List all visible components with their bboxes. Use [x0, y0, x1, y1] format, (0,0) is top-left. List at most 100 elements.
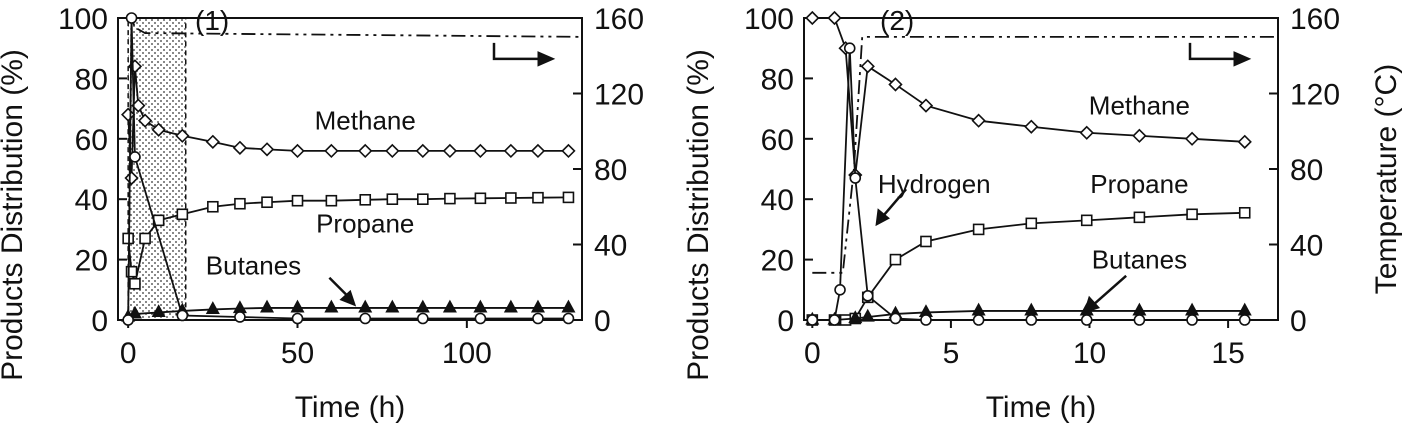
data-point-propane — [291, 194, 304, 207]
data-point-hydrogen — [122, 314, 134, 326]
x-tick-label: 0 — [120, 337, 137, 370]
data-point-methane — [827, 10, 842, 26]
data-point-hydrogen — [806, 314, 819, 326]
temperature-arrowhead — [537, 51, 556, 67]
data-point-propane — [234, 197, 246, 210]
data-point-methane — [1132, 128, 1147, 143]
data-point-methane — [358, 143, 373, 159]
data-point-hydrogen — [828, 314, 841, 326]
data-point-butanes — [324, 299, 339, 313]
data-point-propane — [1186, 208, 1198, 221]
data-point-methane — [385, 143, 400, 159]
data-point-butanes — [860, 308, 875, 322]
data-point-butanes — [260, 299, 275, 313]
data-point-methane — [442, 143, 458, 159]
series-label-propane: Propane — [1090, 169, 1188, 199]
data-point-propane — [261, 196, 273, 209]
x-tick-label: 0 — [804, 337, 821, 370]
butanes-pointer-head — [1083, 295, 1101, 314]
data-point-methane — [151, 122, 166, 137]
y2-tick-label: 80 — [1290, 154, 1323, 187]
y2-tick-label: 0 — [1290, 305, 1307, 338]
data-point-hydrogen — [176, 309, 189, 322]
data-point-propane — [1238, 206, 1251, 219]
data-point-methane — [503, 143, 519, 159]
data-point-methane — [124, 170, 139, 186]
data-point-propane — [474, 192, 487, 205]
y2-tick-label: 40 — [1290, 230, 1323, 263]
series-line-hydrogen — [812, 48, 1245, 321]
x-axis-title: Time (h) — [986, 391, 1097, 424]
series-label-methane: Methane — [1089, 91, 1190, 121]
y2-tick-label: 120 — [1290, 79, 1340, 112]
y-axis-title: Products Distribution (%) — [0, 49, 29, 381]
data-point-butanes — [385, 299, 400, 313]
y2-tick-label: 80 — [594, 154, 627, 187]
y-tick-label: 60 — [761, 124, 794, 157]
data-point-methane — [473, 143, 488, 159]
hydrogen-pointer-head — [875, 208, 890, 227]
data-point-methane — [860, 59, 875, 74]
data-point-butanes — [473, 299, 488, 313]
data-point-propane — [417, 193, 429, 205]
data-point-butanes — [561, 299, 576, 313]
data-point-butanes — [415, 299, 430, 313]
data-point-methane — [205, 134, 220, 149]
data-point-hydrogen — [920, 314, 932, 326]
data-point-propane — [139, 232, 151, 245]
data-point-propane — [444, 192, 456, 205]
data-point-methane — [1024, 119, 1039, 134]
butanes-pointer-head — [339, 289, 357, 307]
data-point-methane — [1079, 125, 1094, 140]
data-point-butanes — [290, 299, 305, 313]
data-point-propane — [1133, 211, 1146, 224]
data-point-methane — [415, 143, 430, 159]
data-point-propane — [325, 194, 338, 207]
data-point-propane — [207, 200, 219, 213]
y-tick-label: 60 — [75, 124, 108, 157]
data-point-hydrogen — [359, 312, 372, 325]
data-point-methane — [1184, 131, 1200, 146]
data-point-propane — [889, 253, 902, 266]
data-point-methane — [561, 143, 576, 159]
x-tick-label: 10 — [1073, 337, 1106, 370]
data-point-methane — [137, 113, 153, 128]
data-point-butanes — [503, 299, 518, 313]
temperature-line — [127, 17, 583, 321]
hydrogen-pointer — [881, 188, 908, 219]
y-tick-label: 20 — [761, 245, 794, 278]
y-axis-title: Products Distribution (%) — [682, 49, 715, 381]
data-point-hydrogen — [417, 312, 429, 325]
data-point-butanes — [232, 300, 247, 314]
data-point-hydrogen — [843, 42, 856, 55]
data-point-hydrogen — [532, 312, 544, 325]
data-point-hydrogen — [1133, 314, 1146, 326]
series-label-methane: Methane — [315, 106, 416, 136]
series-label-propane: Propane — [316, 208, 414, 238]
temperature-line — [812, 35, 1278, 274]
y-tick-label: 40 — [75, 184, 108, 217]
x-tick-label: 50 — [281, 337, 314, 370]
y-tick-label: 0 — [777, 305, 794, 338]
data-point-butanes — [971, 302, 986, 316]
data-point-propane — [176, 208, 189, 221]
butanes-pointer — [1091, 274, 1127, 307]
data-point-hydrogen — [1238, 314, 1251, 326]
data-point-hydrogen — [1025, 314, 1038, 326]
data-point-propane — [386, 193, 399, 205]
data-point-methane — [259, 142, 275, 157]
data-point-butanes — [848, 310, 863, 324]
data-point-butanes — [1237, 302, 1252, 316]
y-tick-label: 0 — [91, 305, 108, 338]
y2-tick-label: 0 — [594, 305, 611, 338]
data-point-hydrogen — [972, 314, 985, 326]
temperature-arrow — [492, 42, 542, 61]
series-line-hydrogen — [127, 17, 569, 321]
x-axis-title: Time (h) — [295, 391, 406, 424]
data-point-butanes — [151, 304, 166, 318]
series-label-butanes: Butanes — [206, 251, 301, 281]
data-point-methane — [175, 128, 190, 143]
data-point-hydrogen — [129, 151, 141, 163]
data-point-hydrogen — [834, 283, 846, 296]
y2-tick-label: 120 — [594, 79, 644, 112]
